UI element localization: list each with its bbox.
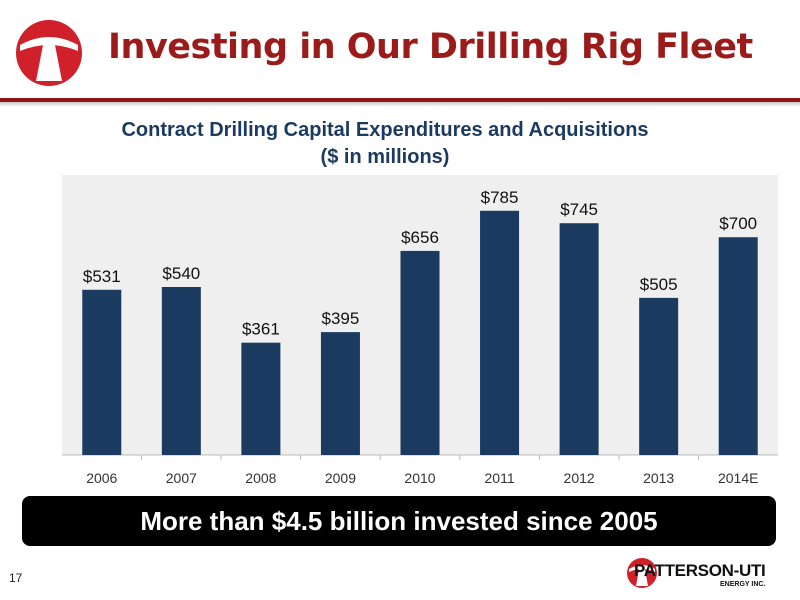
title-divider-shadow [0,102,800,107]
bar-2012 [559,223,599,455]
data-label-2007: $540 [162,264,200,283]
x-tick-label-2014E: 2014E [718,470,758,486]
title-divider [0,98,800,102]
page-number: 17 [9,571,23,585]
x-tick-label-2008: 2008 [245,470,276,486]
x-tick-label-2010: 2010 [404,470,435,486]
data-label-2014E: $700 [719,214,757,233]
data-label-2008: $361 [242,320,280,339]
bar-2011 [480,210,520,455]
data-label-2006: $531 [83,267,121,286]
bar-chart: $531 2006 $540 2007 $361 2008 $395 2009 $656 2010… [62,175,778,486]
bar-2013 [639,297,679,455]
bar-2006 [82,289,122,455]
slide-title: Investing in Our Drilling Rig Fleet [108,27,753,67]
x-tick-label-2007: 2007 [166,470,197,486]
x-tick-label-2006: 2006 [86,470,117,486]
footer-company-name: PATTERSON-UTI [634,561,766,580]
bar-2008 [241,342,281,455]
x-tick-label-2013: 2013 [643,470,674,486]
x-tick-label-2012: 2012 [564,470,595,486]
footer-company-subtitle: ENERGY INC. [720,581,766,588]
chart-subtitle: ($ in millions) [320,146,450,168]
summary-banner: More than $4.5 billion invested since 20… [22,496,776,546]
bar-2010 [400,250,440,455]
x-tick-label-2011: 2011 [485,470,515,486]
data-label-2011: $785 [481,188,519,207]
chart-title-block: Contract Drilling Capital Expenditures a… [0,117,770,171]
footer-logo-icon [627,558,657,588]
data-label-2012: $745 [560,200,598,219]
bar-2014E [718,237,758,455]
chart-title: Contract Drilling Capital Expenditures a… [121,119,649,141]
data-label-2010: $656 [401,228,439,247]
bar-2007 [161,287,201,455]
data-label-2013: $505 [640,275,678,294]
company-logo-icon [16,20,82,86]
x-tick-label-2009: 2009 [325,470,356,486]
data-label-2009: $395 [322,309,360,328]
bar-2009 [320,332,360,455]
